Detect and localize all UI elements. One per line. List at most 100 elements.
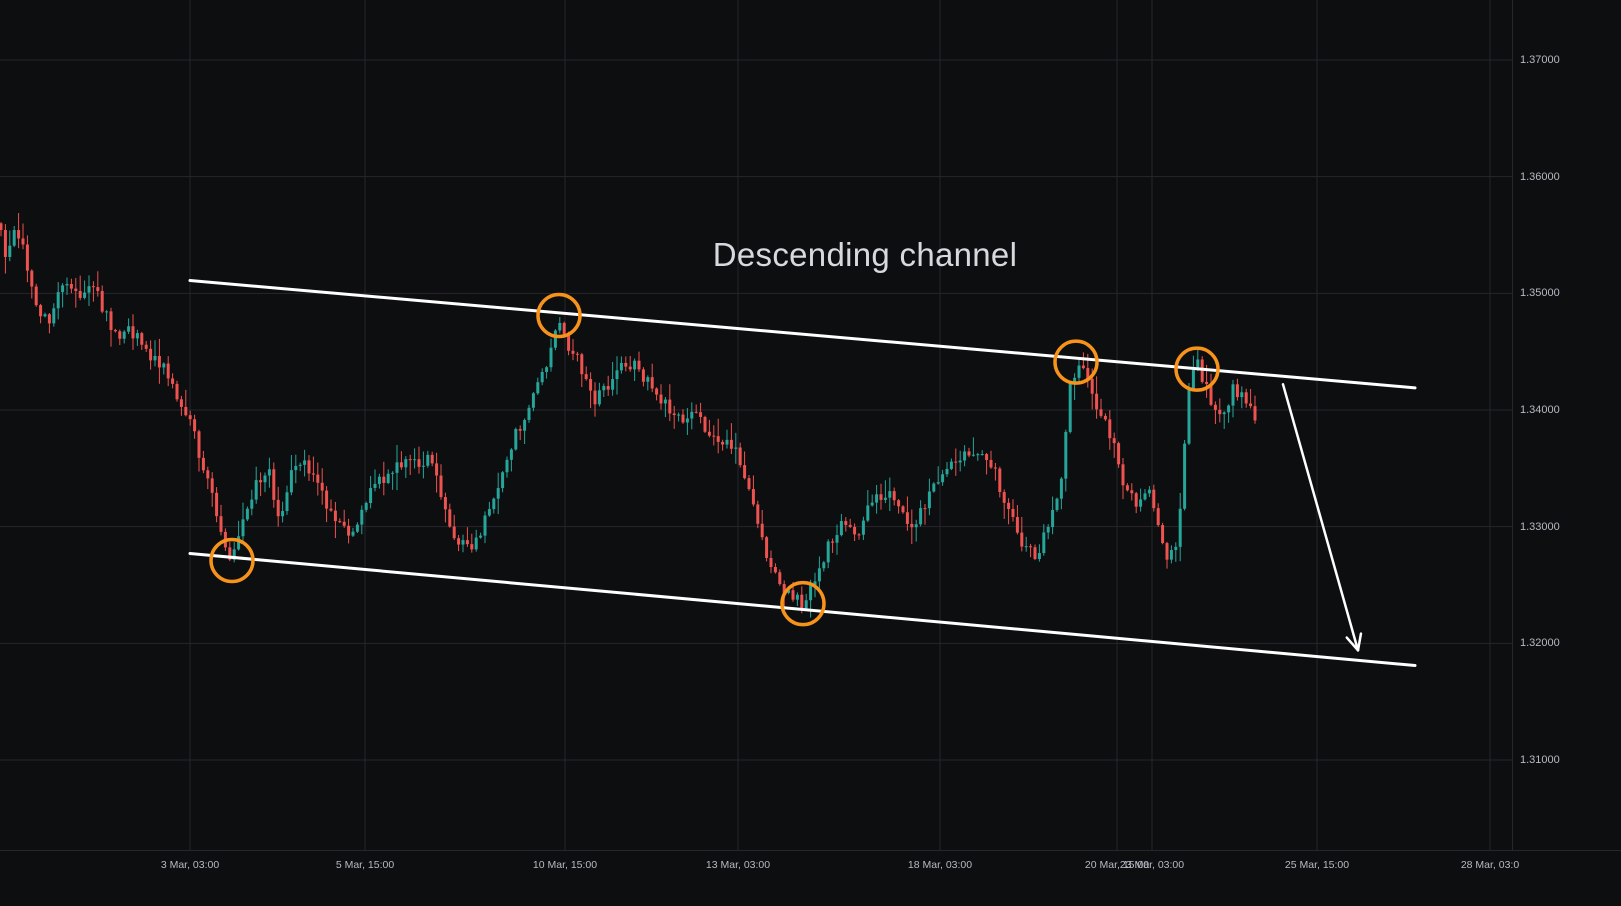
price-axis[interactable]: 1.37000 1.36000 1.35000 1.34000 1.33000 1.320… [1512, 0, 1621, 850]
candle [831, 538, 835, 553]
candle [1191, 355, 1195, 391]
candle [967, 447, 971, 458]
candle [628, 355, 632, 372]
candle [193, 414, 197, 439]
candle [320, 468, 324, 505]
candle [681, 409, 685, 424]
candle [747, 475, 751, 491]
candle [536, 377, 540, 395]
candle [1209, 373, 1213, 407]
candle [52, 303, 56, 327]
channel-touch-circle[interactable] [780, 580, 826, 627]
candle [1011, 499, 1015, 522]
candle [1046, 524, 1050, 540]
candle [210, 472, 214, 507]
candle [492, 497, 496, 514]
candle [219, 504, 223, 536]
channel-trendline-upper[interactable] [188, 279, 1417, 390]
candle [932, 482, 936, 493]
candle [773, 563, 777, 574]
candle [707, 419, 711, 438]
candle [285, 485, 289, 515]
candle [237, 520, 241, 551]
candle [1249, 388, 1253, 409]
candle [30, 269, 34, 299]
candle [83, 280, 87, 300]
candle [1130, 483, 1134, 501]
candle [135, 329, 139, 346]
candle [699, 402, 703, 424]
time-tick-label: 25 Mar, 15:00 [1284, 859, 1350, 871]
candle [1143, 489, 1147, 501]
candle [870, 494, 874, 507]
candle [408, 454, 412, 475]
time-axis[interactable]: 3 Mar, 03:00 5 Mar, 15:00 10 Mar, 15:00 13 … [0, 850, 1621, 906]
candle [197, 429, 201, 472]
channel-touch-circle[interactable] [536, 292, 582, 339]
breakout-arrow[interactable] [1281, 383, 1363, 652]
candle [936, 466, 940, 485]
candle [743, 451, 747, 480]
candle [448, 503, 452, 528]
price-tick-label: 1.36000 [1520, 170, 1560, 183]
candle [399, 451, 403, 470]
candle [637, 351, 641, 372]
candle [364, 501, 368, 513]
channel-annotation-text[interactable]: Descending channel [712, 236, 1018, 273]
candle [545, 365, 549, 379]
candle [914, 519, 918, 542]
candle [1222, 411, 1226, 429]
candle [303, 449, 307, 477]
candle [435, 452, 439, 493]
candle [976, 452, 980, 461]
channel-touch-circle[interactable] [1174, 346, 1220, 392]
candle [127, 318, 131, 335]
candle [443, 492, 447, 523]
candle [298, 462, 302, 472]
candle [355, 522, 359, 533]
candle [509, 448, 513, 472]
candle [338, 518, 342, 524]
grid-layer [0, 0, 1512, 850]
candle [857, 532, 861, 540]
candle [474, 529, 478, 552]
candle [1213, 401, 1217, 424]
candle [496, 472, 500, 515]
candle [1064, 429, 1068, 492]
candle [734, 432, 738, 464]
time-tick-label: 28 Mar, 03:0 [1460, 859, 1520, 871]
channel-touch-circle[interactable] [209, 537, 255, 584]
candle [685, 408, 689, 435]
price-tick-label: 1.35000 [1520, 287, 1560, 300]
candle [171, 373, 175, 389]
candle [1165, 541, 1169, 569]
candle [87, 275, 91, 306]
candle [505, 456, 509, 478]
candle [725, 429, 729, 449]
candle [985, 452, 989, 475]
candle [347, 518, 351, 544]
channel-trendline-lower[interactable] [188, 552, 1417, 667]
candle [817, 556, 821, 591]
candle [65, 277, 69, 295]
candle [839, 514, 843, 537]
candle [1103, 413, 1107, 422]
candle [879, 483, 883, 510]
candle [1235, 378, 1239, 401]
candle [1244, 388, 1248, 408]
candle [395, 445, 399, 491]
candle [1187, 382, 1191, 446]
channel-touch-circle[interactable] [1053, 339, 1099, 385]
candle [307, 455, 311, 481]
candle [47, 313, 51, 334]
candle [426, 450, 430, 468]
candle [1231, 379, 1235, 418]
candle [100, 285, 104, 314]
candle [369, 475, 373, 509]
candle [980, 450, 984, 456]
candle [949, 458, 953, 471]
candle [3, 224, 7, 274]
candle [866, 490, 870, 523]
